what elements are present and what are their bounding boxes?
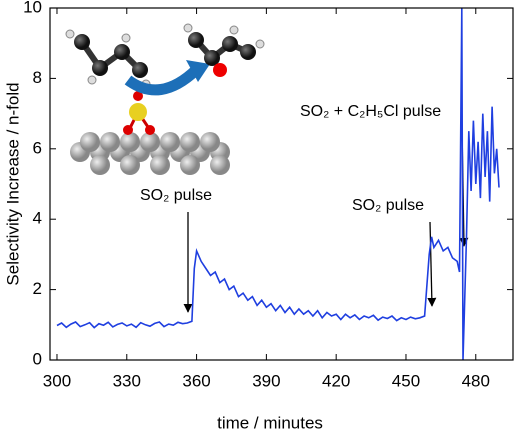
y-tick-label: 8 (33, 68, 42, 87)
x-tick-label: 360 (182, 371, 210, 390)
x-tick-label: 390 (252, 371, 280, 390)
plot-frame (49, 7, 514, 361)
y-tick-label: 4 (33, 209, 42, 228)
x-tick-label: 300 (43, 371, 71, 390)
data-line (56, 7, 500, 361)
x-tick-label: 450 (392, 371, 420, 390)
y-tick-label: 10 (23, 0, 42, 16)
annotation: SO₂ + C₂H₅Cl pulse (300, 103, 441, 120)
y-axis-label: Selectivity Increase / n-fold (3, 82, 22, 285)
x-tick-label: 330 (113, 371, 141, 390)
x-tick-label: 480 (462, 371, 490, 390)
y-tick-label: 2 (33, 279, 42, 298)
y-tick-label: 0 (33, 349, 42, 368)
arrow (427, 221, 437, 307)
x-tick-label: 420 (322, 371, 350, 390)
y-tick-label: 6 (33, 138, 42, 157)
annotation: SO₂ pulse (352, 197, 424, 214)
annotation: SO₂ pulse (140, 187, 212, 204)
x-axis-label: time / minutes (217, 413, 323, 432)
inset-molecules (65, 23, 265, 175)
